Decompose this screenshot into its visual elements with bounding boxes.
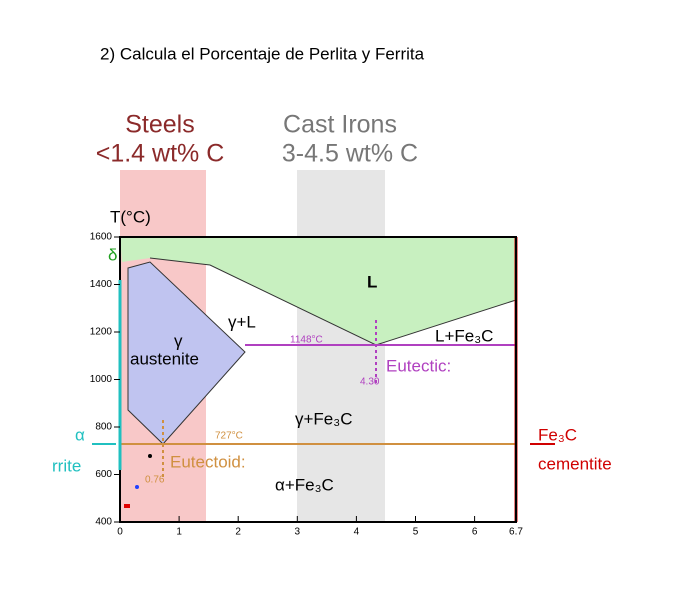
region-label: γ (174, 331, 183, 350)
x-tick-label: 2 (235, 527, 241, 538)
steels-range: <1.4 wt% C (96, 140, 225, 168)
point-label: 727°C (215, 431, 243, 442)
point-label: Eutectic: (386, 356, 451, 375)
y-tick-label: 400 (95, 517, 112, 528)
x-tick-label: 6.7 (509, 527, 523, 538)
y-axis-label: T(°C) (110, 207, 151, 226)
region-label: austenite (130, 349, 199, 368)
x-tick-label: 3 (295, 527, 301, 538)
liquid-region (120, 237, 516, 345)
question: 2) Calcula el Porcentaje de Perlita y Fe… (100, 44, 425, 63)
dot (148, 454, 152, 458)
austenite-region (127, 261, 246, 445)
dot (135, 485, 139, 489)
y-tick-label: 1400 (90, 279, 113, 290)
axis-ticks: 1600 1400 1200 1000 800 600 400 0 1 2 3 4 5 6 6.7 (90, 232, 524, 538)
y-tick-label: 1000 (90, 374, 113, 385)
point-label: 4.30 (360, 377, 380, 388)
region-label: L+Fe₃C (435, 326, 493, 345)
x-tick-label: 5 (413, 527, 419, 538)
x-tick-label: 6 (472, 527, 478, 538)
region-label: δ (108, 245, 117, 264)
region-label: rrite (52, 456, 81, 475)
point-label: Eutectoid: (170, 452, 246, 471)
steels-title: Steels (125, 111, 194, 139)
cementite-label: Fe₃C (538, 425, 577, 444)
y-tick-label: 1200 (90, 327, 113, 338)
dot (124, 504, 130, 508)
labels: T(°C) L γ+L γ austenite L+Fe₃C γ+Fe₃C α+… (52, 207, 612, 494)
point-label: 1148°C (290, 335, 323, 346)
region-label: γ+L (228, 312, 256, 331)
x-tick-label: 4 (354, 527, 360, 538)
y-tick-label: 600 (95, 469, 112, 480)
y-tick-label: 800 (95, 422, 112, 433)
region-label: γ+Fe₃C (295, 409, 352, 428)
cementite-label: cementite (538, 454, 612, 473)
liquidus (149, 257, 517, 346)
y-tick-label: 1600 (90, 232, 113, 243)
region-label: α (75, 425, 85, 444)
point-label: 0.76 (145, 475, 165, 486)
cast-irons-range: 3-4.5 wt% C (282, 140, 418, 168)
x-tick-label: 1 (176, 527, 182, 538)
cast-irons-title: Cast Irons (283, 111, 397, 139)
region-label: α+Fe₃C (275, 475, 334, 494)
x-tick-label: 0 (117, 527, 123, 538)
region-label: L (367, 272, 377, 291)
